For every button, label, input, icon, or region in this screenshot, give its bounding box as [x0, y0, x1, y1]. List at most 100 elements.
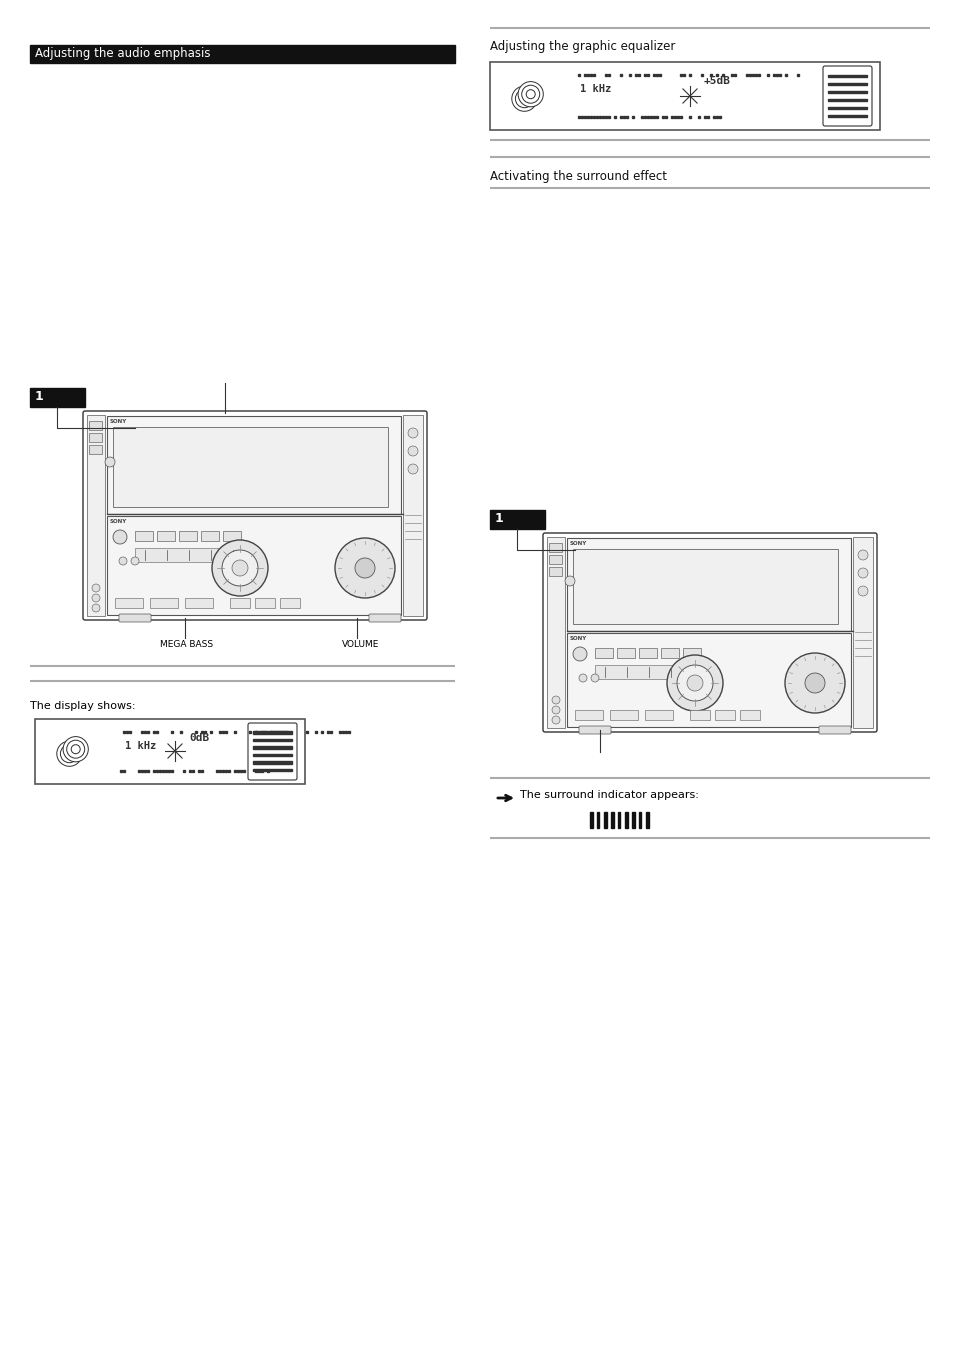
Bar	[578, 75, 579, 76]
Circle shape	[65, 749, 73, 759]
Bar	[772, 75, 774, 76]
Bar	[689, 710, 709, 720]
Text: +5dB: +5dB	[703, 76, 730, 85]
Circle shape	[804, 673, 824, 692]
Text: Adjusting the graphic equalizer: Adjusting the graphic equalizer	[490, 41, 675, 53]
Bar	[285, 730, 287, 733]
Bar	[240, 770, 242, 772]
Bar	[159, 770, 161, 772]
Bar	[548, 543, 561, 551]
Bar	[228, 770, 230, 772]
Circle shape	[515, 89, 533, 107]
Bar	[712, 117, 714, 118]
Bar	[679, 75, 681, 76]
Circle shape	[519, 95, 528, 103]
Bar	[330, 730, 332, 733]
Circle shape	[526, 89, 535, 99]
Bar	[278, 730, 281, 733]
Bar	[578, 117, 579, 118]
Bar	[659, 75, 660, 76]
Bar	[129, 730, 131, 733]
Bar	[754, 75, 757, 76]
Circle shape	[60, 745, 78, 763]
Bar	[619, 117, 621, 118]
Bar	[219, 770, 221, 772]
Bar	[267, 770, 269, 772]
Bar	[327, 730, 329, 733]
Bar	[548, 566, 561, 576]
Bar	[730, 75, 732, 76]
Bar	[652, 75, 655, 76]
Bar	[35, 720, 305, 785]
Bar	[257, 770, 260, 772]
Bar	[580, 117, 582, 118]
Bar	[610, 812, 614, 828]
Bar	[249, 730, 251, 733]
Bar	[601, 117, 603, 118]
Circle shape	[573, 646, 586, 661]
Bar	[185, 598, 213, 608]
Bar	[270, 730, 272, 733]
Bar	[215, 770, 218, 772]
Bar	[546, 537, 564, 728]
Bar	[156, 770, 158, 772]
Bar	[141, 770, 143, 772]
Bar	[165, 770, 167, 772]
FancyBboxPatch shape	[822, 66, 871, 126]
Text: MEGA BASS: MEGA BASS	[160, 640, 213, 649]
Circle shape	[112, 530, 127, 543]
Bar	[603, 812, 606, 828]
Bar	[135, 547, 245, 562]
Bar	[192, 770, 193, 772]
Bar	[345, 730, 347, 733]
Bar	[112, 427, 388, 507]
Bar	[253, 738, 292, 741]
Bar	[775, 75, 778, 76]
FancyBboxPatch shape	[369, 614, 400, 622]
Bar	[135, 531, 152, 541]
Bar	[204, 730, 206, 733]
Bar	[766, 75, 768, 76]
Bar	[180, 730, 182, 733]
Bar	[700, 75, 702, 76]
Bar	[171, 730, 172, 733]
Bar	[586, 75, 588, 76]
Bar	[609, 710, 638, 720]
Bar	[348, 730, 350, 733]
Circle shape	[564, 576, 575, 585]
Bar	[253, 753, 292, 756]
Text: The display shows:: The display shows:	[30, 701, 135, 711]
Bar	[261, 730, 263, 733]
Bar	[682, 648, 700, 659]
Bar	[210, 730, 212, 733]
Bar	[157, 531, 174, 541]
Bar	[631, 812, 635, 828]
Bar	[575, 710, 602, 720]
Bar	[748, 75, 750, 76]
Bar	[253, 732, 292, 733]
Bar	[87, 415, 105, 617]
Bar	[171, 770, 172, 772]
Circle shape	[578, 673, 586, 682]
Circle shape	[232, 560, 248, 576]
Circle shape	[666, 654, 722, 711]
Bar	[123, 730, 125, 733]
Bar	[827, 115, 866, 117]
Circle shape	[552, 706, 559, 714]
Bar	[566, 538, 850, 631]
Bar	[168, 770, 170, 772]
Circle shape	[91, 593, 100, 602]
Bar	[639, 812, 640, 828]
Bar	[631, 117, 634, 118]
Bar	[716, 75, 718, 76]
Bar	[144, 770, 146, 772]
Bar	[645, 812, 648, 828]
Bar	[152, 730, 154, 733]
Bar	[201, 770, 203, 772]
Bar	[225, 730, 227, 733]
Text: Activating the surround effect: Activating the surround effect	[490, 169, 666, 183]
Bar	[721, 75, 723, 76]
Bar	[583, 75, 585, 76]
Bar	[679, 117, 681, 118]
Bar	[643, 117, 645, 118]
